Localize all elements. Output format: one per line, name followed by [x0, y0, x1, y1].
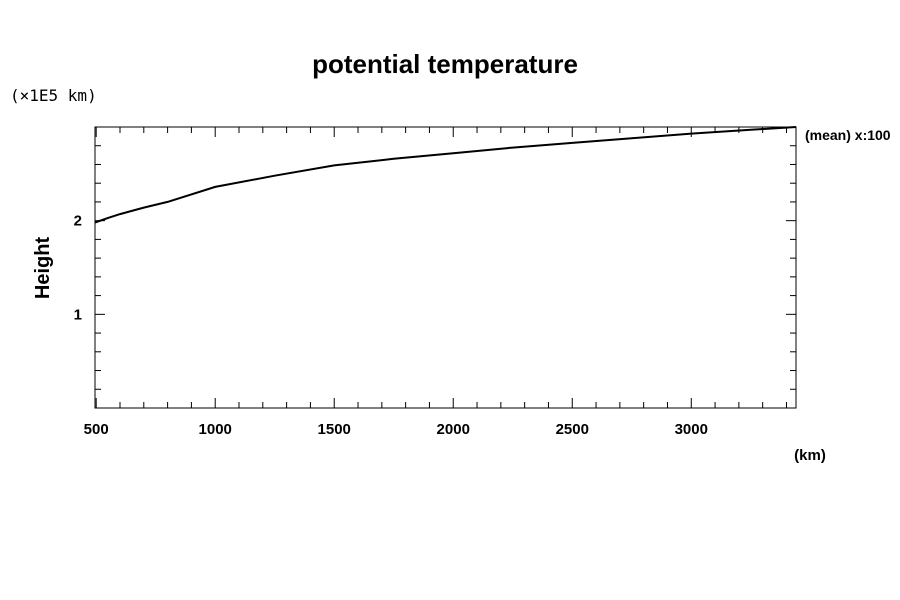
x-tick-label: 1500 [318, 421, 351, 438]
x-tick-label: 2500 [556, 421, 589, 438]
x-tick-label: 500 [84, 421, 109, 438]
y-axis-label: Height [32, 237, 54, 300]
chart-title: potential temperature [312, 49, 578, 79]
y-unit-label: (×1E5 km) [10, 86, 97, 105]
plot-frame [94, 126, 797, 409]
series-line [94, 126, 797, 224]
y-tick-label: 2 [74, 213, 82, 230]
x-tick-label: 3000 [675, 421, 708, 438]
y-tick-label: 1 [74, 306, 82, 323]
x-axis-label: (km) [794, 447, 826, 464]
x-tick-label: 2000 [437, 421, 470, 438]
mean-annotation: (mean) x:100 [805, 127, 891, 143]
x-tick-label: 1000 [199, 421, 232, 438]
